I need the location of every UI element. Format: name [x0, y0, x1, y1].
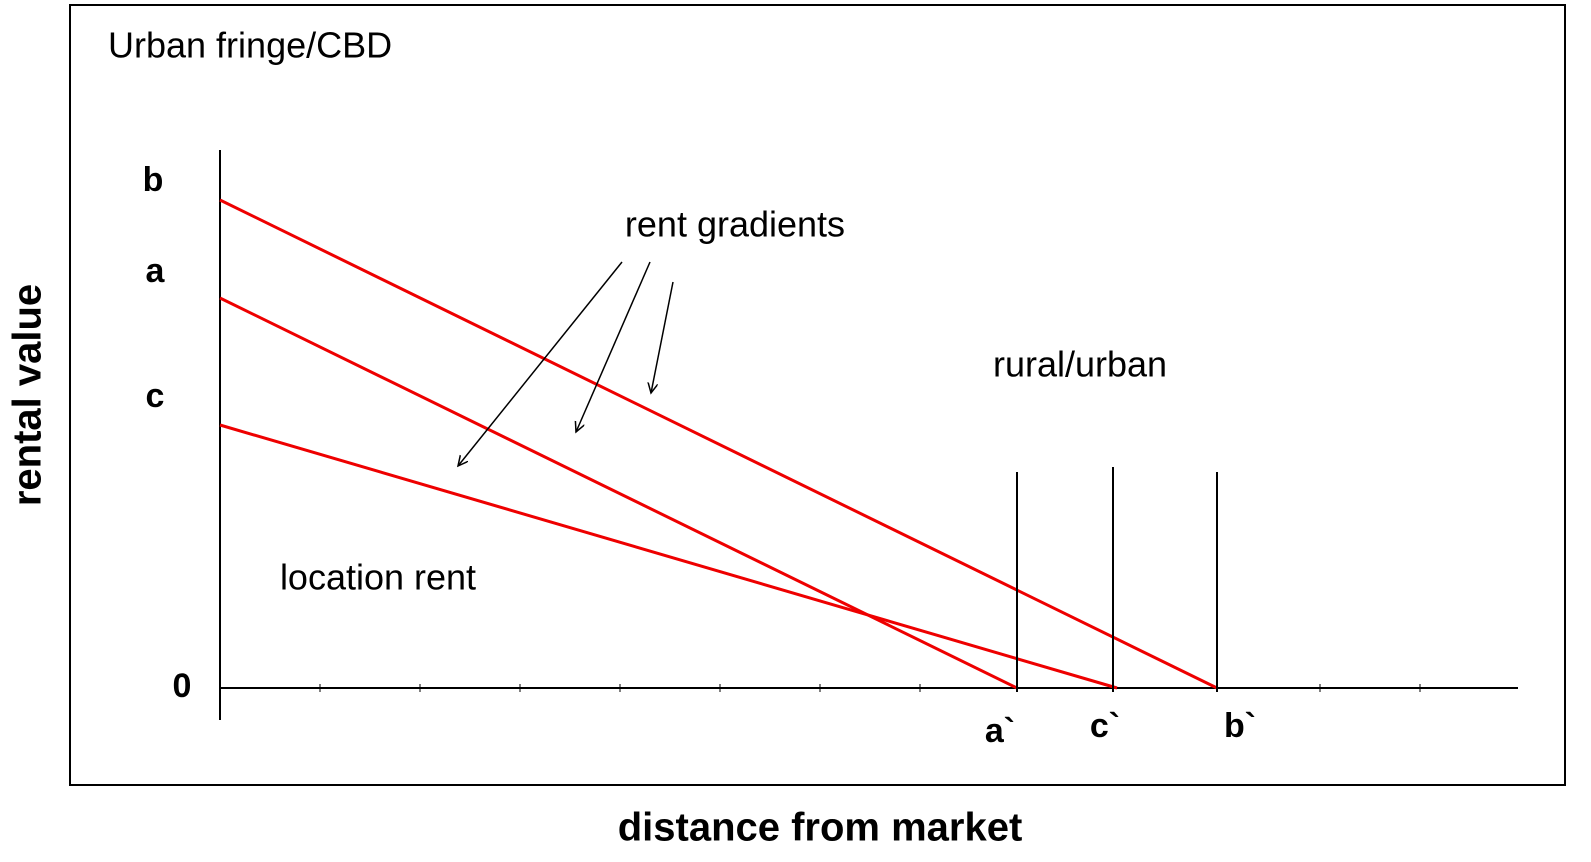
annotation: rural/urban: [993, 344, 1167, 385]
annotation: location rent: [280, 557, 476, 598]
x-label: c`: [1090, 707, 1120, 745]
annotation: rent gradients: [625, 204, 845, 245]
y-label: c: [146, 377, 165, 415]
frame-title: Urban fringe/CBD: [108, 25, 392, 66]
gradient-a: [219, 296, 1018, 690]
arrows: [458, 261, 674, 466]
x-label: b`: [1224, 707, 1256, 745]
x-axis-title: distance from market: [618, 806, 1023, 850]
rent-gradients: [219, 198, 1218, 690]
y-label: a: [146, 252, 166, 290]
y-label: 0: [173, 667, 192, 705]
gradient-c: [219, 423, 1118, 690]
x-ticks: [319, 684, 1421, 692]
y-axis-title: rental value: [6, 284, 50, 506]
frame: [69, 4, 1566, 786]
gradient-b: [219, 198, 1218, 690]
y-label: b: [143, 161, 164, 199]
boundaries: [1016, 467, 1218, 692]
x-label: a`: [985, 712, 1015, 750]
